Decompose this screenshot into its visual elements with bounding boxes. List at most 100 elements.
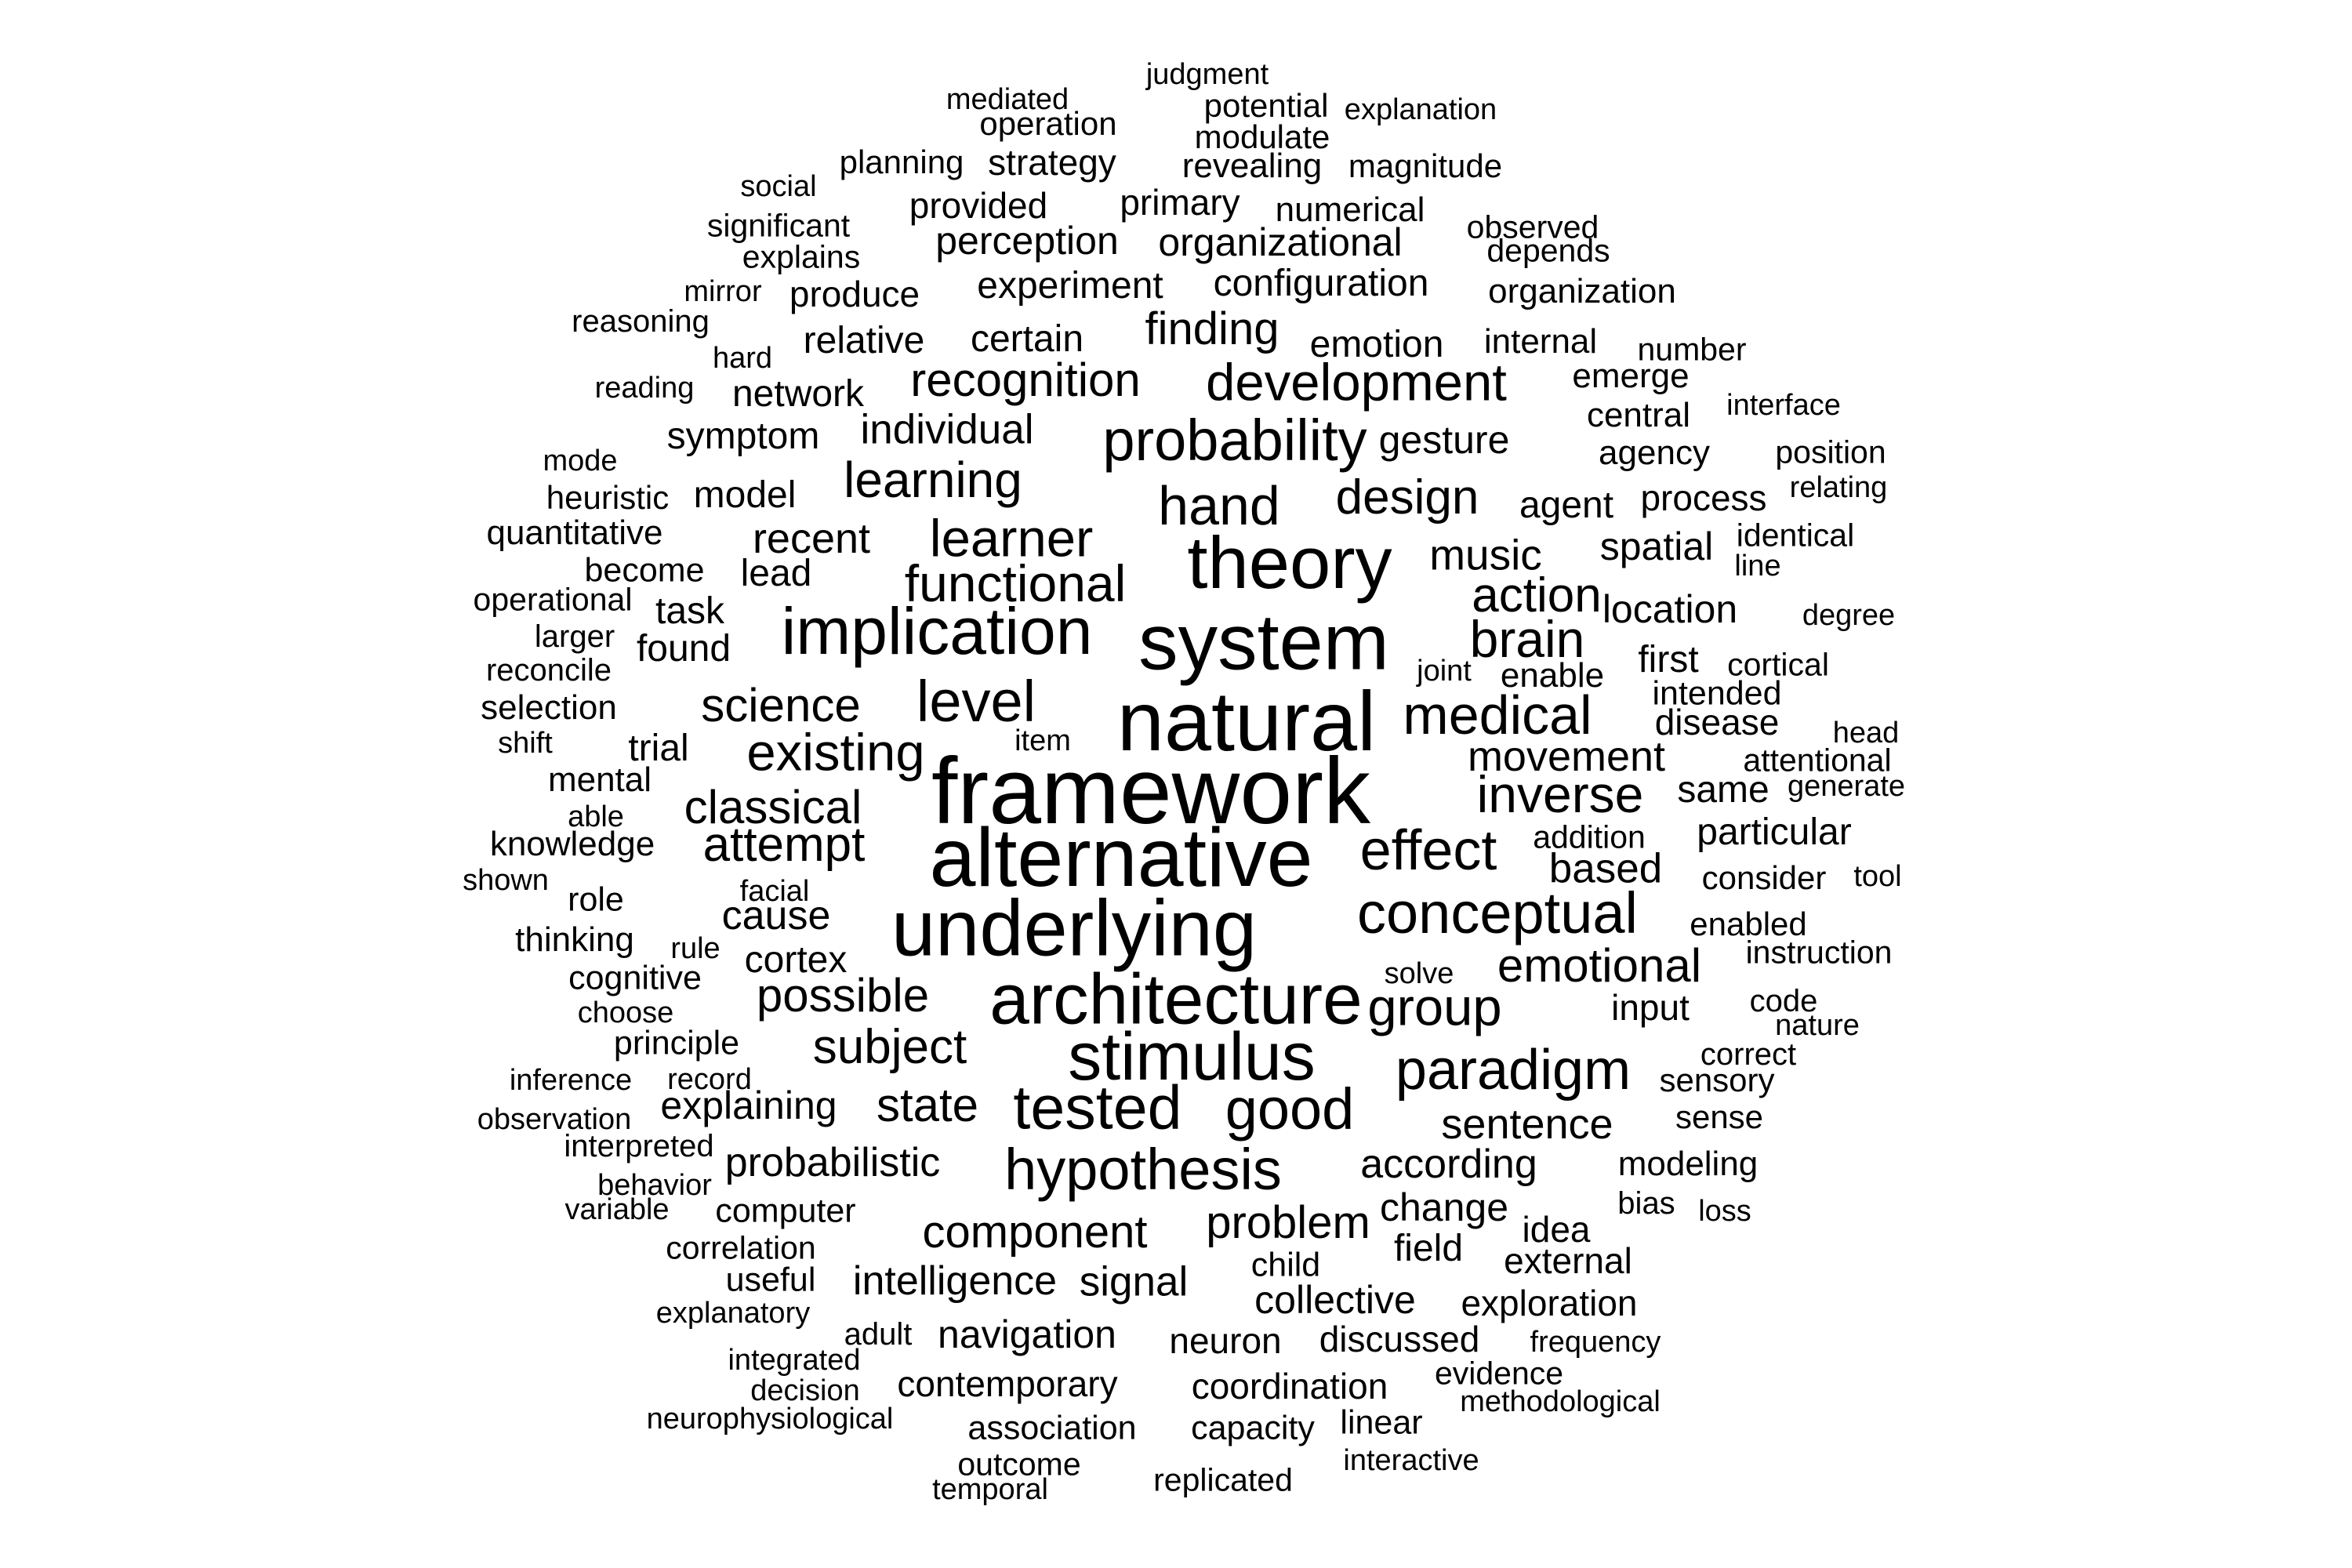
word-hard: hard [712,342,773,375]
word-design: design [1335,470,1479,524]
word-discussed: discussed [1319,1319,1480,1359]
word-correct: correct [1700,1037,1797,1072]
word-collective: collective [1254,1278,1416,1322]
word-degree: degree [1802,599,1896,632]
word-shift: shift [498,727,553,760]
word-cognitive: cognitive [568,959,702,997]
word-principle: principle [613,1024,740,1062]
word-hypothesis: hypothesis [1004,1137,1282,1202]
word-classical: classical [684,781,862,833]
word-perception: perception [935,219,1119,263]
word-thinking: thinking [515,920,634,959]
word-solve: solve [1384,957,1454,990]
word-reasoning: reasoning [572,304,710,339]
word-observed: observed [1466,209,1599,245]
word-alternative: alternative [929,811,1313,904]
word-paradigm: paradigm [1395,1039,1632,1102]
word-relative: relative [803,320,925,361]
word-intelligence: intelligence [852,1258,1058,1304]
word-correlation: correlation [666,1229,816,1266]
word-variable: variable [564,1193,670,1226]
word-relating: relating [1789,471,1888,504]
word-line: line [1734,550,1781,583]
word-child: child [1250,1246,1321,1284]
word-hand: hand [1158,475,1280,536]
word-tested: tested [1013,1072,1182,1142]
word-produce: produce [789,274,920,314]
word-explanatory: explanatory [655,1297,811,1330]
word-according: according [1360,1142,1537,1187]
word-heuristic: heuristic [546,479,670,516]
word-functional: functional [904,554,1127,612]
word-explaining: explaining [660,1083,837,1127]
word-decision: decision [750,1374,860,1407]
word-attempt: attempt [702,818,866,872]
word-nature: nature [1775,1009,1860,1042]
word-judgment: judgment [1145,58,1269,91]
word-same: same [1677,769,1769,811]
word-revealing: revealing [1181,147,1323,185]
word-learner: learner [929,509,1094,568]
word-exploration: exploration [1461,1283,1638,1323]
word-first: first [1638,639,1699,681]
word-configuration: configuration [1213,263,1429,304]
word-input: input [1611,987,1690,1028]
word-primary: primary [1120,182,1240,223]
word-gesture: gesture [1378,418,1510,462]
word-position: position [1775,434,1886,470]
word-association: association [967,1409,1137,1447]
word-inference: inference [509,1064,633,1097]
word-significant: significant [706,207,851,244]
word-reading: reading [594,372,695,405]
word-capacity: capacity [1191,1409,1315,1447]
word-learning: learning [844,452,1022,508]
word-outcome: outcome [957,1446,1081,1483]
word-sentence: sentence [1441,1101,1613,1148]
word-able: able [568,800,624,833]
word-operational: operational [473,581,633,618]
word-conceptual: conceptual [1357,880,1638,946]
word-frequency: frequency [1530,1326,1661,1359]
word-sensory: sensory [1659,1062,1775,1098]
word-useful: useful [725,1261,816,1299]
word-strategy: strategy [988,142,1116,183]
word-coordination: coordination [1191,1366,1388,1406]
word-modeling: modeling [1617,1145,1759,1183]
word-potential: potential [1203,87,1329,124]
word-modulate: modulate [1194,118,1330,155]
word-existing: existing [746,723,925,782]
word-science: science [701,679,861,731]
word-system: system [1138,598,1389,687]
word-central: central [1586,396,1691,434]
word-music: music [1429,530,1542,579]
word-enabled: enabled [1690,906,1807,942]
word-brain: brain [1469,610,1585,668]
word-experiment: experiment [977,265,1163,307]
word-linear: linear [1340,1403,1423,1442]
word-cortical: cortical [1727,646,1829,683]
word-development: development [1206,353,1507,412]
word-underlying: underlying [891,884,1258,973]
word-certain: certain [970,318,1084,360]
word-social: social [740,170,817,203]
word-explains: explains [742,238,861,275]
word-identical: identical [1736,517,1855,554]
word-selection: selection [481,688,617,727]
word-component: component [922,1207,1148,1258]
word-architecture: architecture [989,960,1363,1040]
word-provided: provided [909,185,1048,226]
word-level: level [916,669,1036,734]
word-choose: choose [577,996,674,1029]
word-signal: signal [1079,1258,1189,1305]
word-theory: theory [1187,521,1392,604]
word-enable: enable [1500,656,1605,695]
word-inverse: inverse [1476,765,1644,823]
word-numerical: numerical [1275,191,1425,229]
word-instruction: instruction [1745,934,1893,971]
word-problem: problem [1206,1197,1370,1248]
word-external: external [1504,1240,1632,1281]
word-head: head [1832,717,1900,750]
word-cortex: cortex [744,939,848,981]
word-operation: operation [979,105,1117,142]
word-natural: natural [1116,673,1377,768]
